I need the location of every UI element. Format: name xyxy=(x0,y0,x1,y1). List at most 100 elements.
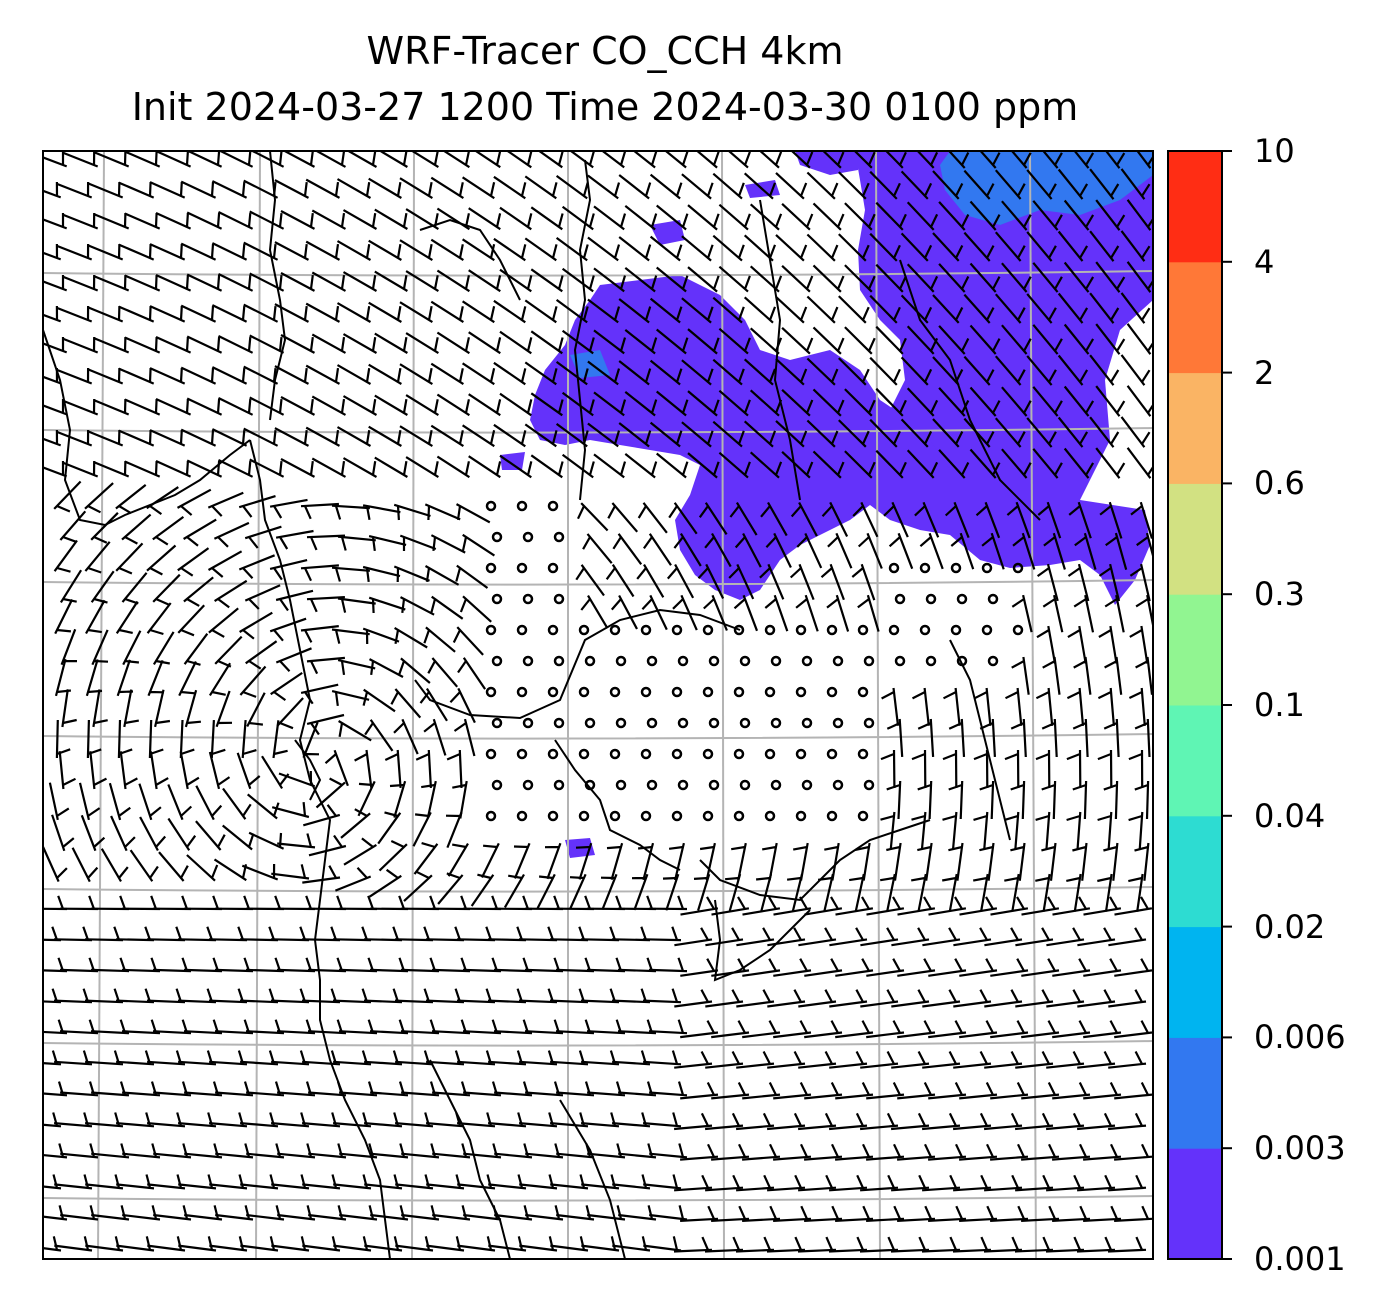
calm-wind-circle xyxy=(516,686,528,698)
wind-barb xyxy=(354,749,373,788)
wind-barb xyxy=(280,272,316,292)
wind-barb xyxy=(146,544,177,576)
wind-barb xyxy=(110,815,136,852)
calm-wind-circle xyxy=(950,562,962,574)
calm-wind-circle xyxy=(516,500,528,512)
wind-barb xyxy=(218,151,254,168)
wind-barb xyxy=(336,364,372,385)
wind-barb xyxy=(736,1112,775,1131)
calm-wind-circle xyxy=(739,779,751,791)
wind-barb xyxy=(85,599,106,635)
wind-barb xyxy=(147,1174,186,1190)
wind-barb xyxy=(362,688,396,713)
wind-barb xyxy=(152,573,181,606)
calm-wind-circle xyxy=(764,748,776,760)
wind-barb xyxy=(305,364,341,385)
wind-barb xyxy=(932,356,964,386)
wind-barb xyxy=(1108,1050,1147,1069)
wind-barb xyxy=(637,842,655,881)
wind-barb xyxy=(499,206,533,231)
wind-barb xyxy=(149,367,186,385)
wind-barb xyxy=(519,1236,558,1252)
wind-barb xyxy=(812,202,845,231)
wind-barb xyxy=(712,172,745,200)
wind-barb xyxy=(1041,780,1057,820)
calm-wind-circle xyxy=(547,624,559,636)
wind-barb xyxy=(1097,811,1113,850)
wind-barb xyxy=(58,751,76,790)
wind-barb xyxy=(530,454,564,479)
wind-barb xyxy=(680,1143,719,1161)
wind-barb xyxy=(124,212,161,230)
wind-barb xyxy=(687,328,720,355)
calm-wind-circle xyxy=(894,593,906,605)
calm-wind-circle xyxy=(553,531,565,543)
wind-barb xyxy=(1042,656,1061,695)
wind-barb xyxy=(1032,200,1063,231)
wind-barb xyxy=(705,1112,744,1131)
colorbar-segment xyxy=(1168,1148,1222,1260)
calm-wind-circle xyxy=(888,624,900,636)
calm-wind-circle xyxy=(733,686,745,698)
wind-barb xyxy=(735,1236,775,1253)
wind-barb xyxy=(561,329,595,355)
wind-barb xyxy=(880,873,896,912)
wind-barb xyxy=(211,304,248,323)
wind-barb xyxy=(1063,261,1095,293)
wind-barb xyxy=(54,599,74,635)
wind-barb xyxy=(900,418,933,448)
wind-barb xyxy=(274,427,310,447)
wind-barb xyxy=(798,1174,837,1192)
wind-barb xyxy=(302,1174,341,1190)
wind-barb xyxy=(245,640,278,670)
calm-wind-circle xyxy=(677,655,689,667)
wind-barb xyxy=(1035,811,1051,850)
wind-barb xyxy=(922,1050,961,1069)
wind-barb xyxy=(886,718,904,757)
wind-barb xyxy=(736,989,775,1008)
wind-barb xyxy=(1057,168,1089,200)
wind-barb xyxy=(311,271,347,292)
wind-barb xyxy=(118,243,155,261)
wind-barb xyxy=(1083,1020,1122,1039)
wind-barb xyxy=(423,626,456,653)
wind-barb xyxy=(1032,448,1063,479)
wind-barb xyxy=(1057,292,1089,324)
wind-barb xyxy=(897,1082,936,1100)
wind-barb xyxy=(869,232,901,262)
wind-barb xyxy=(374,456,408,478)
wind-barb xyxy=(1126,447,1153,479)
wind-barb xyxy=(990,1082,1029,1100)
wind-barb xyxy=(1026,355,1057,386)
wind-barb xyxy=(1026,169,1057,200)
wind-barb xyxy=(959,1143,998,1161)
wind-barb xyxy=(271,801,310,819)
wind-barb xyxy=(593,391,627,417)
wind-barb xyxy=(154,689,171,728)
wind-barb xyxy=(917,780,933,820)
wind-barb xyxy=(953,1174,992,1192)
wind-barb xyxy=(186,397,223,416)
wind-barb xyxy=(681,173,714,200)
wind-barb xyxy=(556,1205,595,1221)
wind-barb xyxy=(835,896,874,916)
wind-barb xyxy=(820,563,845,601)
calm-wind-circle xyxy=(485,624,497,636)
calm-wind-circle xyxy=(702,624,714,636)
tracer-dense-core xyxy=(940,151,1153,225)
wind-barb xyxy=(593,453,627,479)
calm-wind-circle xyxy=(609,686,621,698)
wind-barb xyxy=(649,235,683,262)
wind-barb xyxy=(990,1205,1029,1222)
calm-wind-circle xyxy=(702,686,714,698)
wind-barb xyxy=(880,811,896,850)
wind-barb xyxy=(875,387,907,417)
wind-barb xyxy=(218,397,254,416)
wind-barb xyxy=(765,532,792,568)
wind-barb xyxy=(994,417,1026,448)
wind-barb xyxy=(917,718,935,757)
wind-barb xyxy=(393,565,430,583)
wind-barb xyxy=(736,1174,775,1192)
wind-barb xyxy=(459,595,492,623)
wind-barb xyxy=(78,782,101,821)
